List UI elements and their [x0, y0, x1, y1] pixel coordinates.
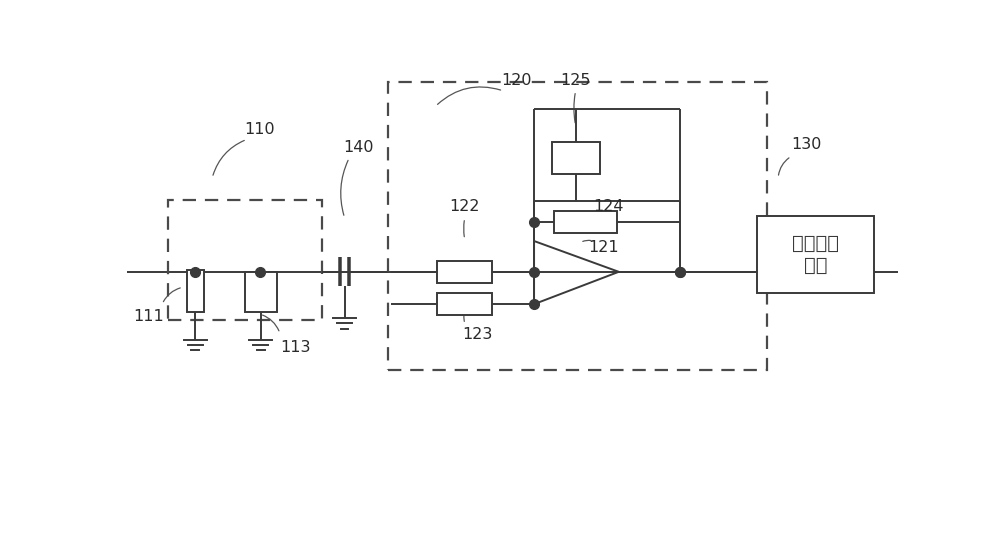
Bar	[437, 261, 492, 282]
Bar	[554, 211, 617, 232]
Bar	[437, 293, 492, 315]
Text: 121: 121	[588, 240, 619, 254]
Text: 113: 113	[280, 340, 311, 355]
Text: 模数转换
模块: 模数转换 模块	[792, 234, 839, 275]
Text: 123: 123	[463, 328, 493, 342]
Text: 140: 140	[343, 140, 374, 155]
Bar	[388, 81, 767, 370]
Bar	[552, 142, 600, 174]
Bar	[168, 200, 322, 320]
Text: 110: 110	[245, 122, 275, 137]
Text: 125: 125	[560, 73, 591, 88]
Bar	[187, 270, 204, 312]
Bar	[245, 272, 277, 312]
Text: 111: 111	[134, 309, 164, 324]
Text: 120: 120	[501, 73, 532, 88]
Text: 130: 130	[791, 137, 822, 152]
Text: 122: 122	[450, 199, 480, 214]
Bar	[757, 216, 874, 293]
Text: 124: 124	[594, 199, 624, 214]
